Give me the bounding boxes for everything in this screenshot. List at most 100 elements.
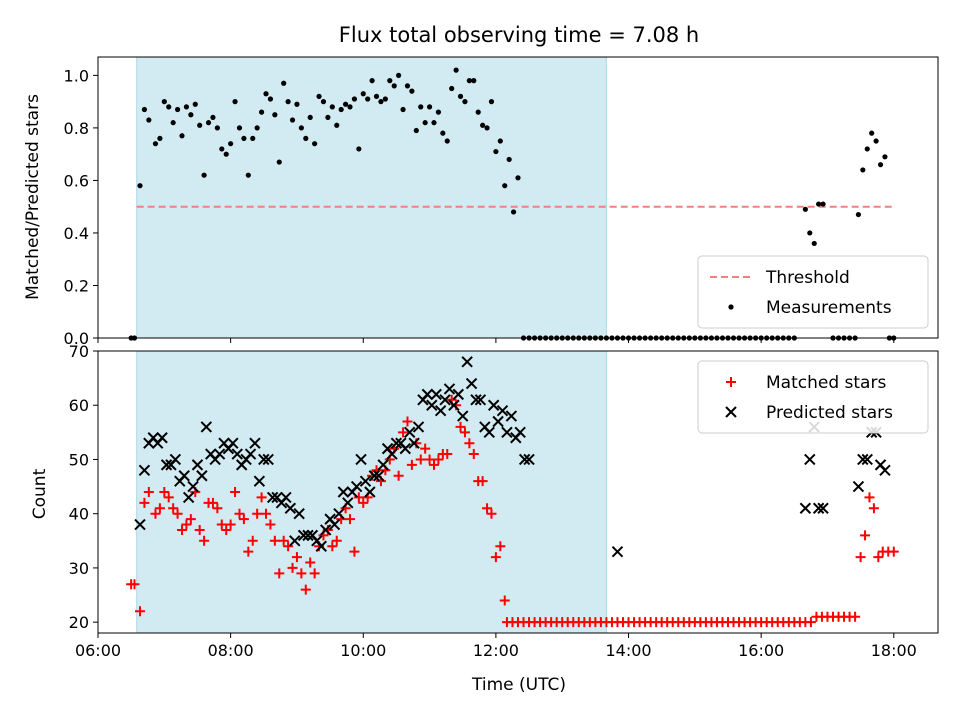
predicted-stars-point [319,524,332,536]
measurement-point [440,130,446,136]
bottom-axes-frame [97,350,939,634]
measurement-point [391,83,397,89]
predicted-stars-point [227,437,239,449]
predicted-stars-point [160,459,173,471]
measurement-point [820,201,826,207]
predicted-stars-point [187,480,199,493]
measurement-point [141,106,148,113]
matched-stars-point [225,519,236,530]
measurement-point [502,183,508,189]
bottom-legend: Matched stars Predicted stars [697,360,929,434]
measurement-point [205,120,212,126]
measurement-point [475,109,481,115]
matched-stars-point [238,514,249,525]
x-tick-label: 18:00 [871,641,917,660]
matched-stars-point [393,470,404,481]
x-tick-label: 08:00 [208,641,254,660]
measurement-point [241,135,247,142]
predicted-stars-point [333,507,345,520]
predicted-stars-point [496,404,509,417]
predicted-stars-point [191,459,204,471]
measurement-point [258,109,265,115]
legend-measurements-swatch [728,304,734,310]
measurement-point [320,99,327,105]
matched-stars-point [490,552,501,563]
matched-stars-point [154,503,165,514]
matched-stars-point [163,492,174,503]
matched-stars-point [287,562,298,573]
measurement-point [382,96,388,102]
predicted-stars-point [262,453,274,466]
matched-stars-point [143,487,154,497]
measurement-point [285,99,291,105]
matched-stars-point [269,535,280,546]
matched-stars-point [424,454,435,465]
measurement-point [435,109,442,115]
legend-series-label: Predicted stars [766,403,893,423]
matched-stars-point [499,595,510,606]
measurement-point [378,99,384,105]
measurement-point [365,96,371,102]
measurement-point [369,78,375,84]
predicted-stars-point [448,399,460,411]
x-tick-label: 16:00 [738,641,784,660]
top-observing-window [136,56,607,339]
measurement-point [152,141,159,147]
predicted-stars-point [430,388,442,401]
predicted-stars-point [492,415,504,428]
matched-stars-point [327,541,338,552]
measurement-point [183,104,190,110]
predicted-stars-point [611,545,624,558]
measurement-point [480,122,486,128]
measurement-point [281,80,287,86]
top-y-tick-label: 0.4 [64,224,89,243]
predicted-stars-point [487,399,500,411]
measurement-point [219,146,225,152]
matched-stars-point [135,606,145,617]
predicted-stars-point [249,437,261,449]
measurement-point [356,146,362,152]
matched-stars-point [455,421,466,432]
measurement-point [506,156,512,163]
predicted-stars-point [293,507,305,520]
matched-stars-point [477,476,488,487]
predicted-stars-point [289,535,301,547]
bottom-y-tick-label: 60 [69,396,89,415]
matched-stars-point [300,584,311,595]
measurement-point [860,167,866,173]
predicted-stars-point [266,491,279,504]
matched-stars-point [139,497,150,508]
predicted-stars-point [284,502,297,514]
predicted-stars-point [434,404,447,417]
predicted-stars-point [134,518,146,531]
matched-stars-point [805,617,816,628]
matched-stars-point [230,487,241,497]
matched-stars-point [495,541,506,552]
matched-stars-point [278,535,289,546]
matched-stars-point [234,508,245,519]
measurement-point [422,120,428,126]
measurement-point [869,130,875,136]
predicted-stars-point [182,491,195,504]
measurement-point [342,101,349,107]
measurement-point [493,148,499,155]
predicted-stars-point [804,453,816,466]
bottom-panel: 06:00 08:00 10:00 12:00 14:00 16:00 18:00 20 30 4… [69,342,939,660]
matched-stars-point [296,568,307,579]
bottom-y-tick-label: 40 [69,505,89,524]
matched-stars-point [199,535,210,546]
top-y-tick-label: 0.2 [64,276,89,295]
predicted-stars-point [213,448,226,460]
predicted-stars-point [244,448,257,460]
matched-stars-point [864,492,875,503]
measurement-point [312,141,318,147]
matched-stars-point [398,427,409,438]
measurement-point [877,162,884,168]
top-y-tick-label: 0.8 [64,119,89,138]
predicted-stars-point [439,394,451,406]
matched-stars-point [429,459,439,470]
measurement-point [360,91,366,97]
predicted-stars-point [408,437,420,449]
bottom-observing-window [136,350,607,634]
matched-stars-point [168,503,179,514]
